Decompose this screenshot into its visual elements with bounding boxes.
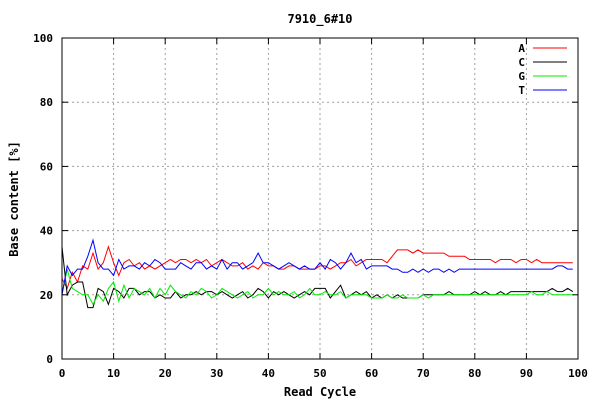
y-axis-label: Base content [%] — [7, 141, 21, 257]
series-line-t — [61, 238, 573, 295]
x-tick-label: 40 — [262, 367, 275, 380]
y-tick-label: 40 — [40, 225, 53, 238]
y-tick-label: 80 — [40, 96, 53, 109]
series-line-c — [61, 246, 574, 309]
series-layer — [61, 238, 574, 309]
x-tick-label: 90 — [520, 367, 533, 380]
x-tick-label: 100 — [568, 367, 588, 380]
x-tick-label: 30 — [210, 367, 223, 380]
grid-layer — [62, 38, 578, 359]
legend-label-g: G — [518, 70, 525, 83]
x-tick-label: 0 — [59, 367, 66, 380]
y-tick-label: 20 — [40, 289, 53, 302]
x-tick-label: 10 — [107, 367, 120, 380]
y-tick-label: 100 — [33, 32, 53, 45]
x-tick-label: 80 — [468, 367, 481, 380]
x-axis-label: Read Cycle — [284, 385, 356, 399]
x-tick-label: 70 — [417, 367, 430, 380]
x-tick-label: 20 — [159, 367, 172, 380]
x-tick-label: 50 — [313, 367, 326, 380]
legend-label-t: T — [518, 84, 525, 97]
plot-frame — [61, 37, 579, 360]
series-line-a — [61, 245, 573, 290]
legend-label-a: A — [518, 42, 525, 55]
legend-label-c: C — [518, 56, 525, 69]
series-line-g — [61, 268, 573, 306]
y-tick-label: 60 — [40, 160, 53, 173]
ticks-layer: 0 10 20 30 40 50 60 70 80 90 100 0 20 40 60 80 100 — [33, 32, 588, 380]
y-tick-label: 0 — [46, 353, 53, 366]
x-tick-label: 60 — [365, 367, 378, 380]
chart-title: 7910_6#10 — [287, 12, 352, 27]
